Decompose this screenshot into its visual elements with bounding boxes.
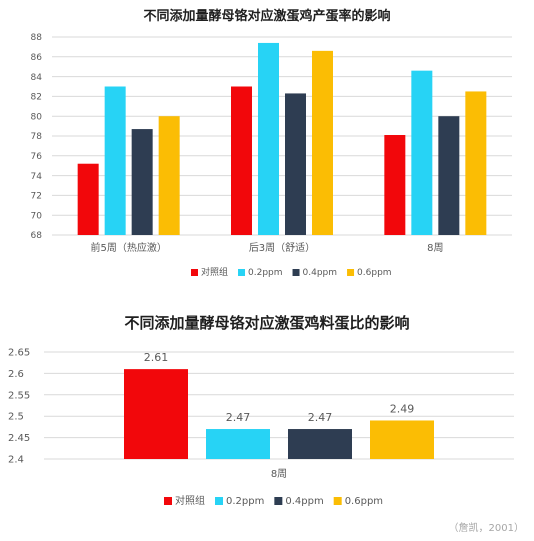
bar — [384, 135, 406, 235]
legend-swatch — [191, 269, 198, 276]
y-tick-label: 2.65 — [8, 348, 30, 359]
y-tick-label: 2.55 — [8, 390, 30, 401]
legend-swatch — [164, 497, 172, 505]
data-label: 2.49 — [390, 402, 415, 415]
y-tick-label: 2.45 — [8, 433, 30, 444]
y-tick-label: 70 — [31, 211, 43, 221]
bar — [312, 50, 333, 235]
legend-label: 0.6ppm — [357, 268, 392, 278]
bar — [77, 163, 99, 235]
bar — [370, 420, 434, 459]
bar — [158, 116, 180, 235]
chart-title: 不同添加量酵母铬对应激蛋鸡料蛋比的影响 — [124, 314, 409, 332]
bar — [288, 429, 352, 459]
bar — [124, 369, 188, 459]
y-tick-label: 86 — [31, 53, 43, 63]
legend-swatch — [292, 269, 300, 276]
y-tick-label: 72 — [31, 192, 42, 202]
chart-title: 不同添加量酵母铬对应激蛋鸡产蛋率的影响 — [143, 8, 390, 24]
legend-swatch — [347, 269, 355, 276]
egg-production-rate-chart: 不同添加量酵母铬对应激蛋鸡产蛋率的影响 68 70 72 74 76 78 80 82 84 86 8… — [31, 8, 512, 278]
y-tick-label: 2.5 — [8, 412, 24, 423]
x-category-label: 前5周（热应激） — [90, 241, 166, 254]
bar — [285, 93, 306, 236]
legend-swatch — [238, 269, 246, 276]
legend-label: 0.4ppm — [303, 268, 338, 278]
y-tick-label: 76 — [31, 152, 43, 162]
y-tick-label: 82 — [31, 93, 42, 103]
legend-swatch — [215, 497, 223, 505]
y-tick-label: 84 — [31, 73, 43, 83]
data-label: 2.47 — [226, 411, 251, 424]
y-tick-label: 88 — [31, 33, 43, 43]
y-tick-label: 80 — [31, 112, 43, 122]
bar — [231, 86, 252, 235]
legend-swatch — [333, 497, 342, 505]
source-note: （詹凯，2001） — [449, 521, 524, 534]
x-category-label: 8周 — [271, 468, 287, 480]
data-label: 2.61 — [144, 351, 169, 364]
bar — [258, 42, 279, 235]
y-tick-label: 2.4 — [8, 455, 24, 466]
legend: 对照组 0.2ppm 0.4ppm 0.6ppm — [191, 266, 392, 278]
y-tick-label: 74 — [31, 172, 43, 182]
x-category-label: 8周 — [427, 242, 443, 254]
legend: 对照组 0.2ppm 0.4ppm 0.6ppm — [164, 494, 383, 507]
legend-label: 对照组 — [175, 494, 205, 507]
bar — [438, 116, 460, 235]
feed-egg-ratio-chart: 不同添加量酵母铬对应激蛋鸡料蛋比的影响 2.4 2.45 2.5 2.55 2.6 2.65… — [8, 314, 514, 507]
bar — [465, 91, 487, 235]
legend-label: 对照组 — [201, 266, 228, 278]
y-tick-label: 2.6 — [8, 369, 24, 380]
y-tick-label: 78 — [31, 132, 43, 142]
bar — [206, 429, 270, 459]
bar — [411, 70, 433, 235]
y-tick-label: 68 — [31, 231, 43, 241]
legend-label: 0.2ppm — [248, 268, 283, 278]
legend-label: 0.4ppm — [285, 496, 323, 507]
legend-label: 0.2ppm — [226, 496, 264, 507]
legend-swatch — [274, 497, 283, 505]
x-category-label: 后3周（舒适） — [249, 241, 315, 254]
bar — [131, 129, 153, 235]
legend-label: 0.6ppm — [345, 496, 383, 507]
data-label: 2.47 — [308, 411, 333, 424]
bar — [104, 86, 126, 235]
